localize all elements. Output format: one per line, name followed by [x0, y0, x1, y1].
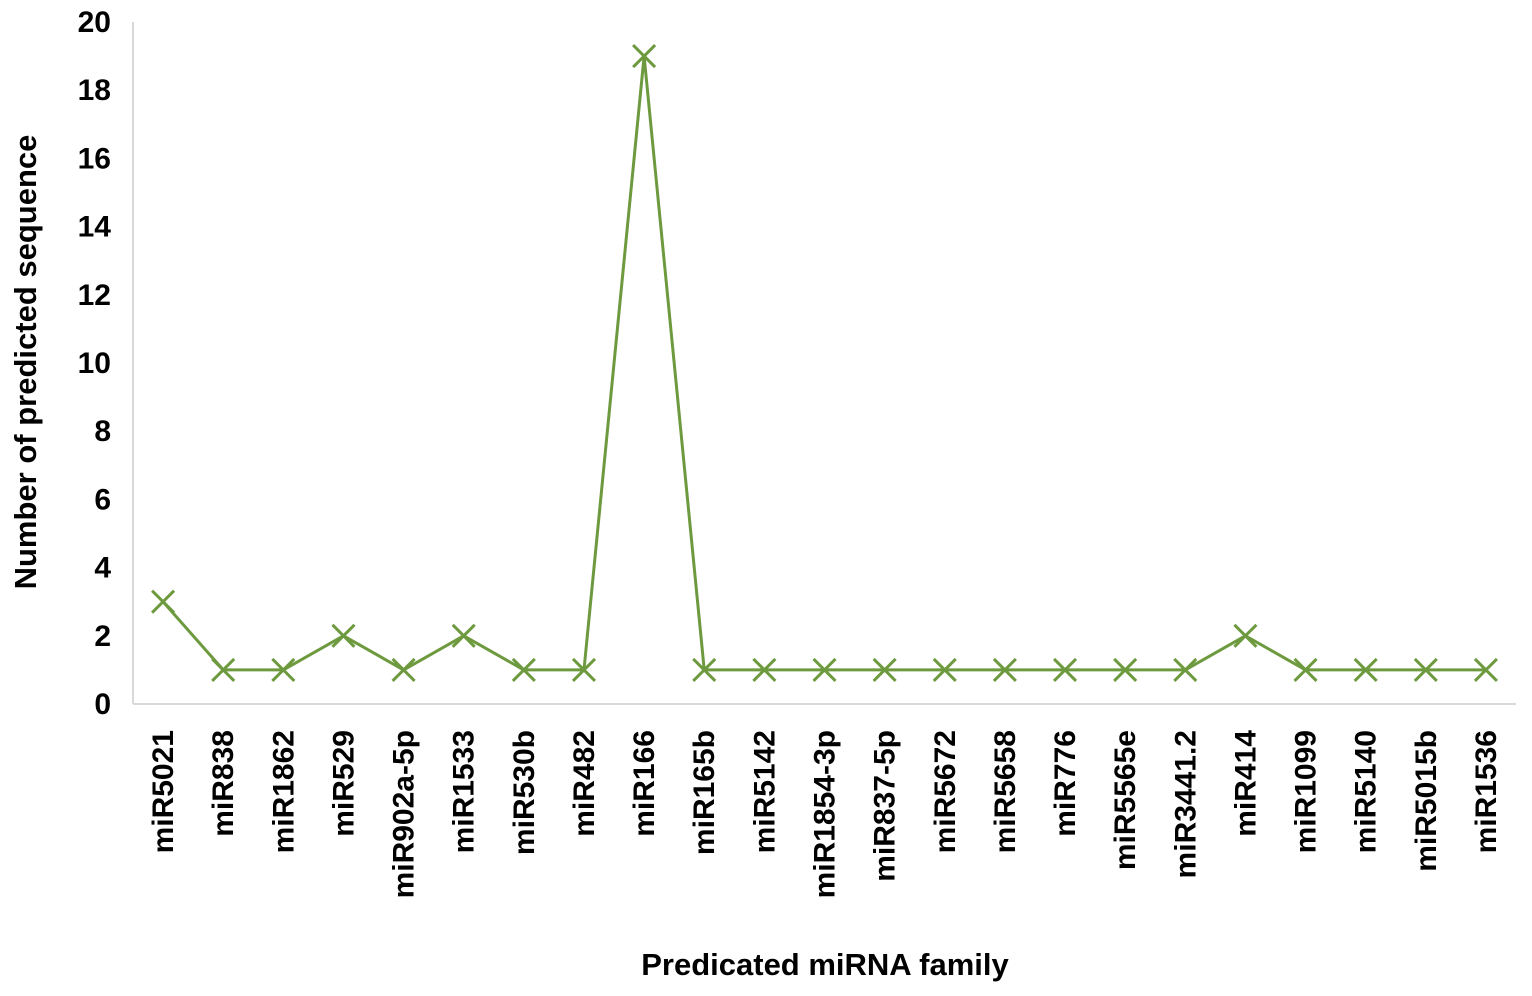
x-tick-label: miR1099 — [1290, 730, 1323, 853]
data-point-marker — [331, 623, 356, 648]
data-point-marker — [992, 657, 1017, 682]
data-point-marker — [211, 657, 236, 682]
data-point-marker — [1353, 657, 1378, 682]
y-tick-labels: 0 2 4 6 8 10 12 14 16 18 20 — [78, 6, 112, 721]
data-point-marker — [1233, 623, 1258, 648]
x-tick-label: miR530b — [508, 730, 541, 855]
x-tick-label: miR482 — [568, 730, 601, 837]
y-axis-title: Number of predicted sequence — [8, 135, 43, 590]
data-point-marker — [1473, 657, 1498, 682]
y-tick-label: 18 — [78, 74, 111, 107]
data-point-marker — [511, 657, 536, 682]
data-point-marker — [1413, 657, 1438, 682]
x-tick-label: miR5658 — [989, 730, 1022, 853]
y-tick-label: 4 — [94, 552, 111, 585]
data-point-marker — [451, 623, 476, 648]
data-point-marker — [932, 657, 957, 682]
x-tick-label: miR838 — [207, 730, 240, 837]
data-point-marker — [632, 44, 657, 69]
y-tick-label: 10 — [78, 347, 111, 380]
x-tick-label: miR1854-3p — [809, 730, 842, 898]
data-point-marker — [1293, 657, 1318, 682]
data-point-marker — [391, 657, 416, 682]
x-tick-label: miR837-5p — [869, 730, 902, 882]
x-tick-label: miR414 — [1229, 730, 1262, 837]
data-point-marker — [692, 657, 717, 682]
data-point-marker — [571, 657, 597, 682]
data-point-marker — [151, 589, 176, 614]
data-point-marker — [1173, 657, 1198, 682]
x-tick-label: miR5021 — [147, 730, 180, 853]
x-tick-label: miR3441.2 — [1169, 730, 1202, 878]
x-tick-label: miR1536 — [1470, 730, 1503, 853]
x-tick-label: miR776 — [1049, 730, 1082, 837]
y-tick-label: 8 — [94, 415, 111, 448]
axes — [132, 22, 1516, 705]
y-tick-label: 0 — [94, 688, 111, 721]
x-tick-label: miR902a-5p — [388, 730, 421, 898]
y-tick-label: 12 — [78, 279, 111, 312]
y-tick-label: 16 — [78, 142, 111, 175]
series-line — [161, 54, 1486, 672]
data-point-marker — [872, 657, 897, 682]
series — [151, 44, 1498, 682]
x-tick-label: miR1533 — [448, 730, 481, 853]
y-tick-label: 6 — [94, 483, 111, 516]
x-tick-label: miR165b — [688, 730, 721, 855]
y-tick-label: 14 — [78, 211, 112, 244]
data-point-marker — [271, 657, 296, 682]
x-tick-label: miR5140 — [1350, 730, 1383, 853]
y-tick-label: 20 — [78, 6, 111, 39]
x-tick-labels: miR5021 miR838 miR1862 miR529 miR902a-5p miR1… — [147, 730, 1503, 899]
y-tick-label: 2 — [94, 620, 111, 653]
x-tick-label: miR5672 — [929, 730, 962, 853]
x-tick-label: miR166 — [628, 730, 661, 837]
data-point-marker — [1113, 657, 1138, 682]
x-tick-label: miR5565e — [1109, 730, 1142, 870]
x-tick-label: miR529 — [327, 730, 360, 837]
x-axis-title: Predicated miRNA family — [641, 947, 1009, 982]
x-tick-label: miR1862 — [267, 730, 300, 853]
data-point-marker — [752, 657, 777, 682]
data-point-marker — [1052, 657, 1078, 682]
data-point-marker — [812, 657, 837, 682]
x-tick-label: miR5015b — [1410, 730, 1443, 872]
x-tick-label: miR5142 — [748, 730, 781, 853]
